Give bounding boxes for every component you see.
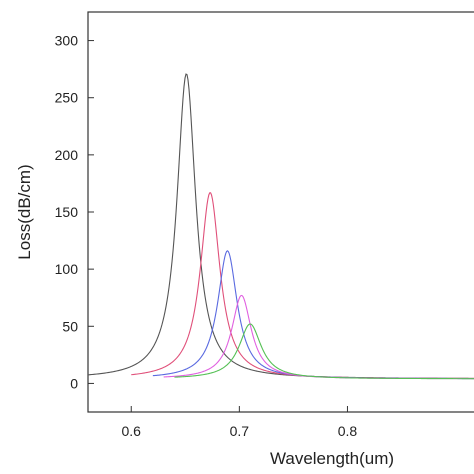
y-tick-label: 100	[55, 261, 79, 277]
y-axis: 0 50 100 150 200 250 300	[55, 33, 94, 391]
y-tick-label: 250	[55, 90, 79, 106]
series-layer	[87, 73, 474, 380]
x-tick-label: 0.8	[338, 423, 358, 439]
y-tick-label: 50	[62, 318, 78, 334]
plot-area: 0.6 0.7 0.8 0 50 100 150 200 250 300	[55, 11, 474, 439]
x-axis-title: Wavelength(um)	[270, 449, 394, 468]
plot-frame	[87, 11, 474, 413]
series-line-3	[152, 250, 474, 380]
series-line-1	[87, 73, 474, 379]
y-tick-label: 200	[55, 147, 79, 163]
series-line-2	[131, 192, 474, 380]
x-axis: 0.6 0.7 0.8	[122, 406, 358, 439]
y-tick-label: 0	[70, 375, 78, 391]
x-tick-label: 0.7	[230, 423, 250, 439]
y-tick-label: 150	[55, 204, 79, 220]
y-tick-label: 300	[55, 33, 79, 49]
y-axis-title: Loss(dB/cm)	[15, 164, 34, 259]
x-tick-label: 0.6	[122, 423, 142, 439]
series-line-5	[174, 323, 474, 380]
